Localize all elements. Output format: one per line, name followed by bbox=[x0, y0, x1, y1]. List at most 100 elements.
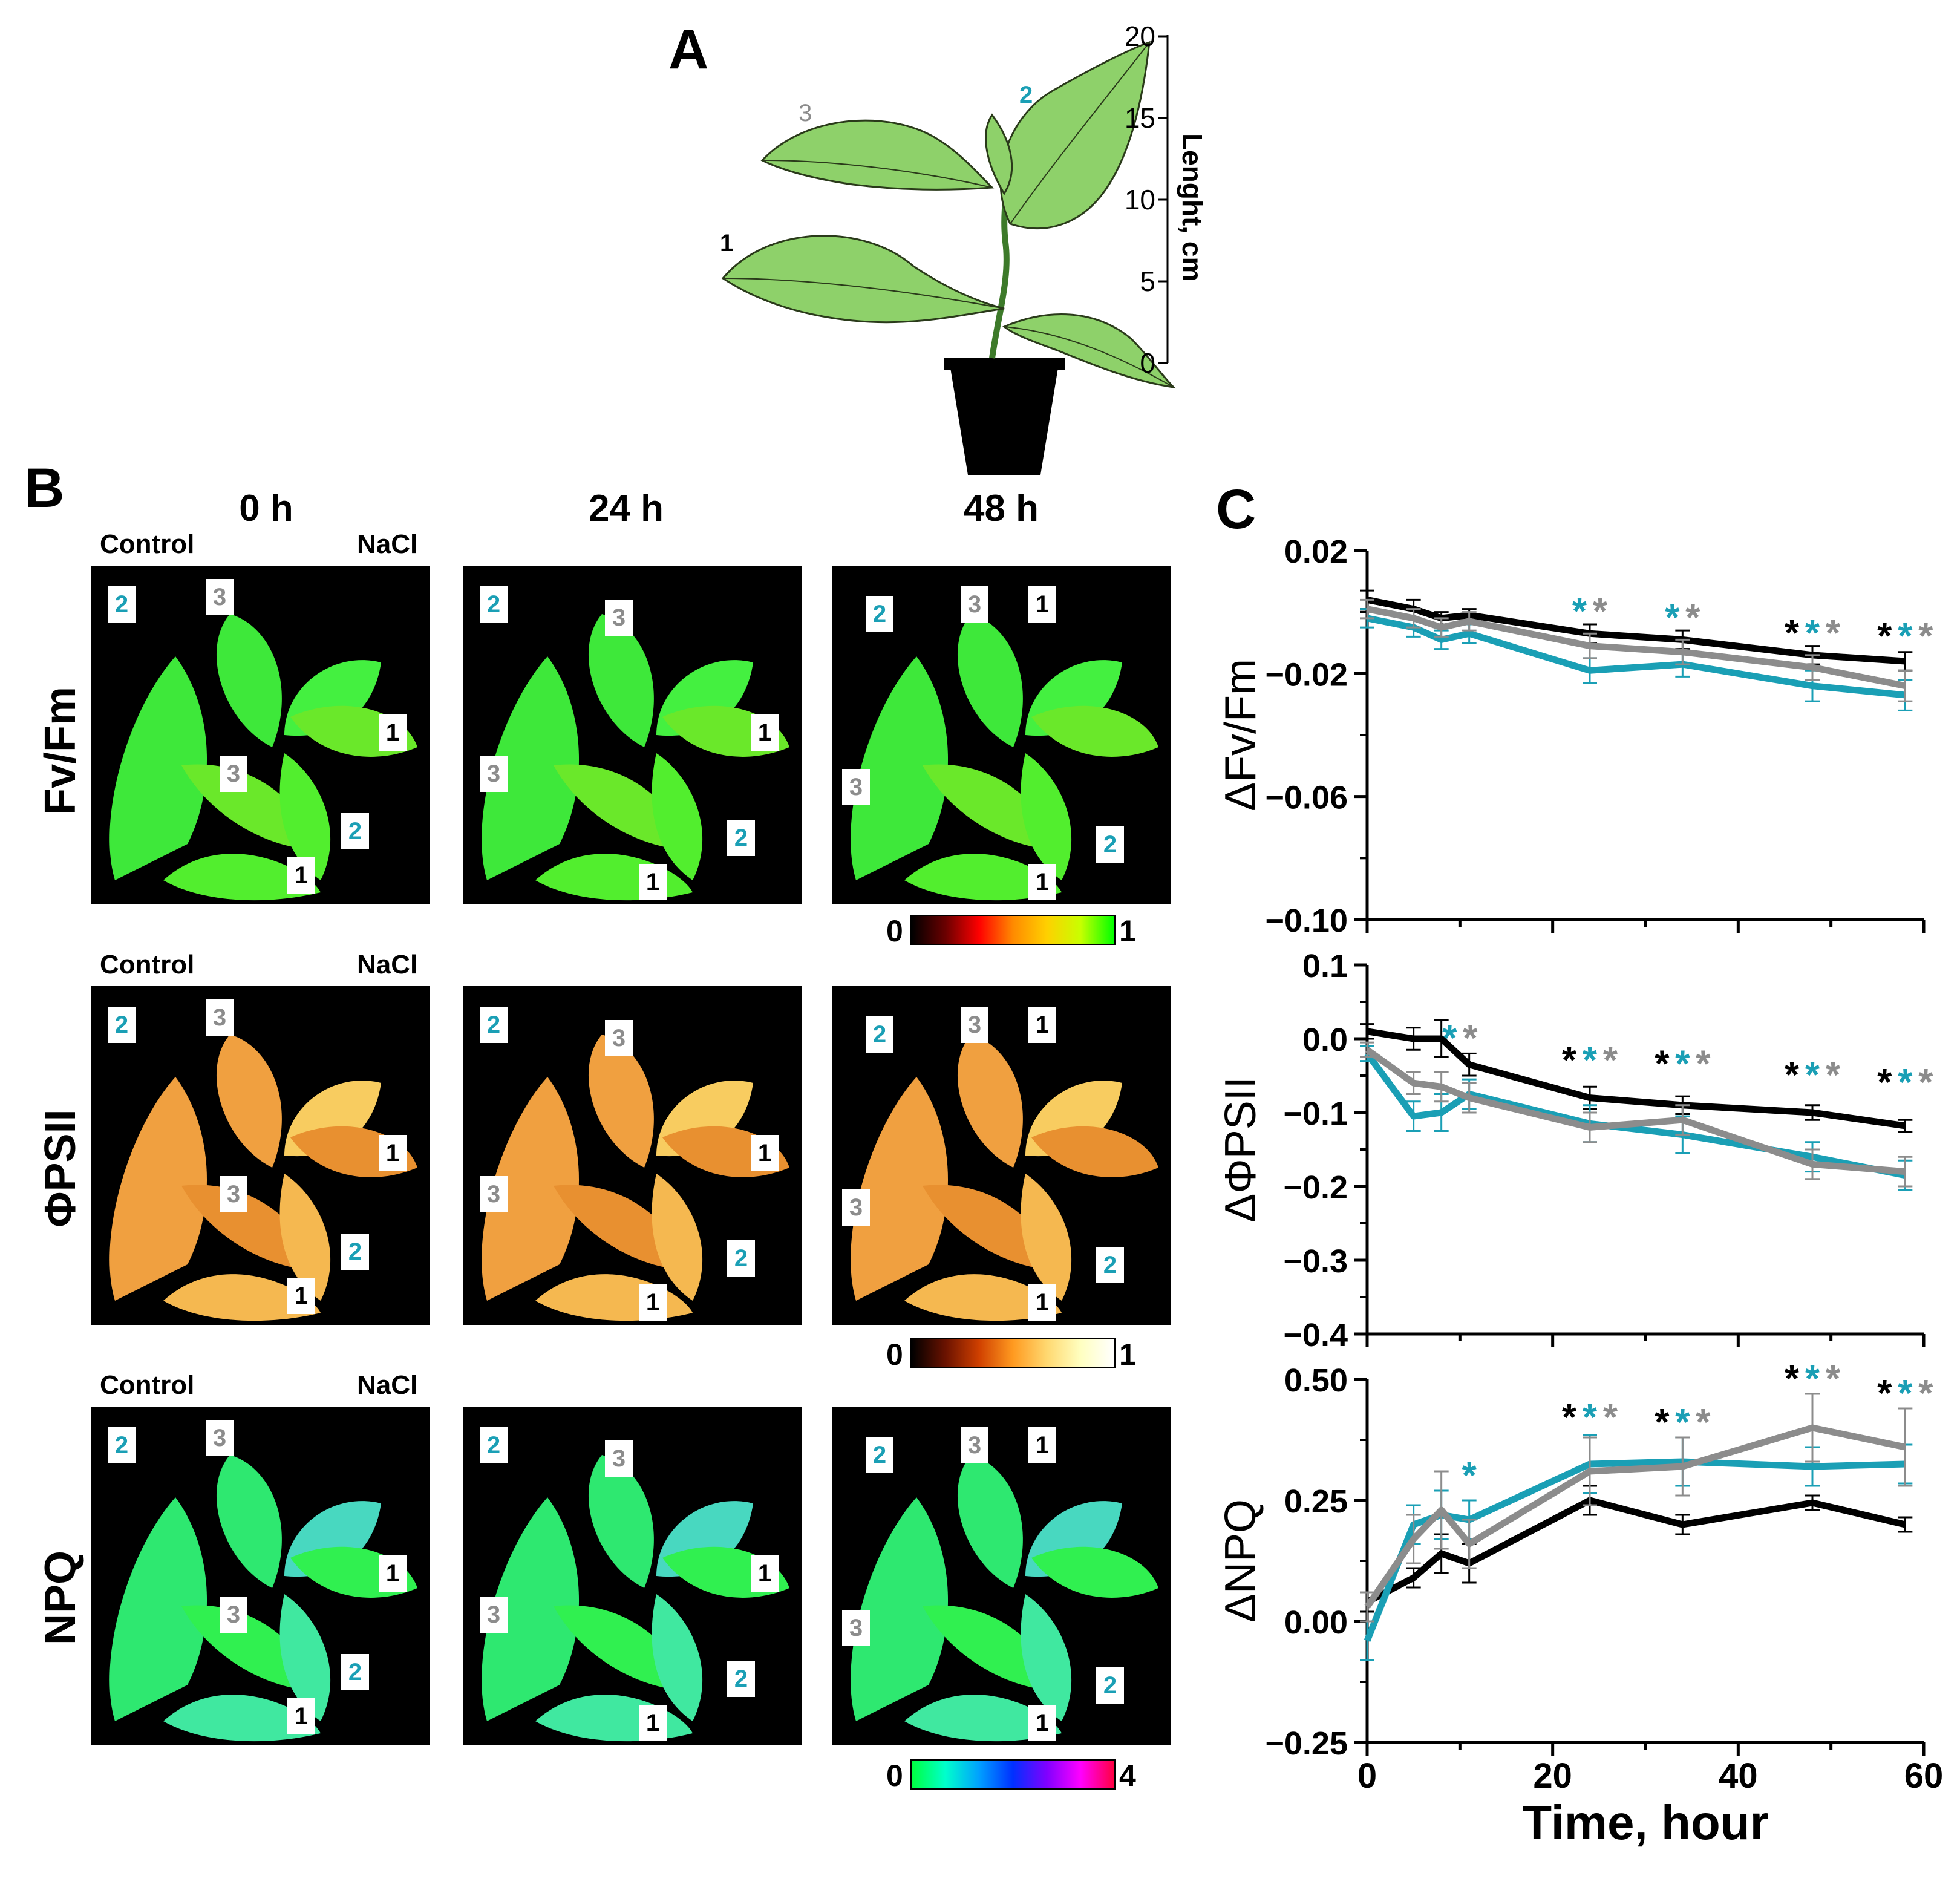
significance-star: * bbox=[1918, 1062, 1933, 1103]
pot bbox=[950, 364, 1059, 475]
leaf-number-tag: 2 bbox=[1096, 1667, 1124, 1704]
significance-star: * bbox=[1805, 1054, 1820, 1096]
leaf-number-tag: 2 bbox=[727, 1240, 755, 1277]
leaf-number-tag: 2 bbox=[480, 1007, 508, 1043]
leaf-shape bbox=[279, 1174, 331, 1301]
x-axis-label: Time, hour bbox=[1522, 1796, 1768, 1849]
cbar-npq bbox=[910, 1759, 1116, 1790]
y-axis-label: ΔNPQ bbox=[1217, 1499, 1265, 1623]
significance-star: * bbox=[1826, 1358, 1841, 1400]
leaf-number-tag: 1 bbox=[1028, 1284, 1056, 1321]
leaf-number-tag: 3 bbox=[480, 1176, 508, 1212]
series-line-gray bbox=[1366, 606, 1906, 690]
cbar-phipsii bbox=[910, 1338, 1116, 1368]
leaf-image-r2-c3: 2 3 1 3 2 1 bbox=[832, 986, 1171, 1325]
leaf-number-tag: 2 bbox=[1096, 1247, 1124, 1283]
leaf-number-tag: 1 bbox=[287, 857, 315, 894]
cbar-fvfm-min: 0 bbox=[886, 914, 903, 948]
significance-star: * bbox=[1675, 1402, 1690, 1443]
x-tick-label: 20 bbox=[1533, 1756, 1572, 1796]
leaf-shapes bbox=[851, 1035, 1158, 1321]
leaf-number-tag: 2 bbox=[108, 1427, 136, 1463]
y-tick-label: −0.2 bbox=[1283, 1169, 1348, 1206]
significance-star: * bbox=[1826, 612, 1841, 654]
significance-star: * bbox=[1898, 1062, 1913, 1103]
nacl-label-row1: NaCl bbox=[357, 529, 418, 559]
leaf-shape bbox=[163, 1274, 321, 1321]
leaf-shape bbox=[216, 1035, 282, 1168]
leaf-shape bbox=[109, 656, 207, 880]
ruler-axis-label: Lenght, cm bbox=[1177, 133, 1208, 281]
leaf-shape bbox=[1031, 1546, 1158, 1598]
ruler-tick-15: 15 bbox=[1125, 102, 1155, 134]
leaf-number-tag: 3 bbox=[220, 1597, 247, 1633]
significance-star: * bbox=[1826, 1054, 1841, 1096]
leaf-number-tag: 1 bbox=[639, 1284, 667, 1321]
significance-star: * bbox=[1898, 615, 1913, 657]
leaf-number-tag: 1 bbox=[379, 1135, 407, 1171]
leaf-label-3: 3 bbox=[799, 100, 812, 126]
leaf-shape bbox=[904, 854, 1062, 901]
leaf-shape bbox=[535, 1695, 693, 1742]
leaf-number-tag: 1 bbox=[751, 714, 779, 751]
leaf-shape bbox=[1021, 1174, 1072, 1301]
leaf-number-tag: 1 bbox=[1028, 586, 1056, 623]
significance-star: * bbox=[1918, 615, 1933, 657]
leaf-number-tag: 3 bbox=[480, 756, 508, 792]
leaf-number-tag: 3 bbox=[605, 600, 633, 636]
series-line-cyan bbox=[1364, 1458, 1906, 1643]
leaf-3 bbox=[760, 119, 995, 191]
significance-star: * bbox=[1696, 1044, 1711, 1085]
y-tick-label: −0.06 bbox=[1265, 780, 1348, 816]
leaf-image-r1-c3: 2 3 1 3 2 1 bbox=[832, 566, 1171, 904]
ruler-tick-20: 20 bbox=[1125, 24, 1155, 52]
leaf-number-tag: 3 bbox=[605, 1020, 633, 1056]
leaf-shape bbox=[482, 656, 580, 880]
leaf-number-tag: 2 bbox=[341, 1234, 369, 1270]
x-tick-label: 0 bbox=[1357, 1756, 1377, 1796]
leaf-number-tag: 1 bbox=[379, 1555, 407, 1592]
leaf-shape bbox=[279, 1594, 331, 1721]
col-header-0h: 0 h bbox=[239, 488, 293, 529]
leaf-number-tag: 3 bbox=[842, 1189, 870, 1226]
leaf-number-tag: 2 bbox=[1096, 826, 1124, 863]
leaf-shape bbox=[851, 1077, 949, 1301]
ruler-tick-10: 10 bbox=[1125, 184, 1155, 215]
cbar-phipsii-min: 0 bbox=[886, 1338, 903, 1372]
nacl-label-row3: NaCl bbox=[357, 1370, 418, 1400]
leaf-number-tag: 2 bbox=[866, 1437, 893, 1473]
control-label-row1: Control bbox=[100, 529, 195, 559]
significance-star: * bbox=[1593, 591, 1608, 633]
leaf-number-tag: 1 bbox=[1028, 1705, 1056, 1741]
leaf-shapes bbox=[851, 614, 1158, 901]
cbar-npq-max: 4 bbox=[1119, 1759, 1136, 1793]
y-tick-label: 0.02 bbox=[1284, 534, 1348, 570]
col-header-24h: 24 h bbox=[588, 488, 664, 529]
significance-star: * bbox=[1655, 1044, 1670, 1085]
y-tick-label: 0.0 bbox=[1302, 1022, 1348, 1058]
leaf-image-r3-c3: 2 3 1 3 2 1 bbox=[832, 1407, 1171, 1745]
leaf-shape bbox=[588, 614, 654, 747]
y-tick-label: −0.10 bbox=[1265, 903, 1348, 939]
series-line-black bbox=[1366, 596, 1906, 665]
leaf-shape bbox=[652, 753, 703, 880]
leaf-shapes bbox=[109, 1035, 417, 1321]
leaf-number-tag: 2 bbox=[341, 1654, 369, 1690]
y-tick-label: 0.50 bbox=[1284, 1362, 1348, 1399]
ruler-tick-0: 0 bbox=[1140, 347, 1155, 379]
leaf-number-tag: 2 bbox=[108, 586, 136, 623]
significance-star: * bbox=[1898, 1373, 1913, 1414]
y-tick-label: 0.25 bbox=[1284, 1483, 1348, 1520]
leaf-number-tag: 3 bbox=[842, 1610, 870, 1646]
leaf-shape bbox=[957, 614, 1023, 747]
leaf-number-tag: 3 bbox=[206, 1420, 234, 1456]
x-tick-label: 40 bbox=[1719, 1756, 1758, 1796]
panel-c-label: C bbox=[1216, 479, 1256, 540]
significance-star: * bbox=[1685, 597, 1700, 639]
y-axis-label: ΔFv/Fm bbox=[1217, 659, 1265, 811]
leaf-number-tag: 3 bbox=[206, 579, 234, 615]
y-tick-label: 0.00 bbox=[1284, 1604, 1348, 1641]
leaf-shape bbox=[652, 1594, 703, 1721]
significance-star: * bbox=[1562, 1040, 1577, 1082]
